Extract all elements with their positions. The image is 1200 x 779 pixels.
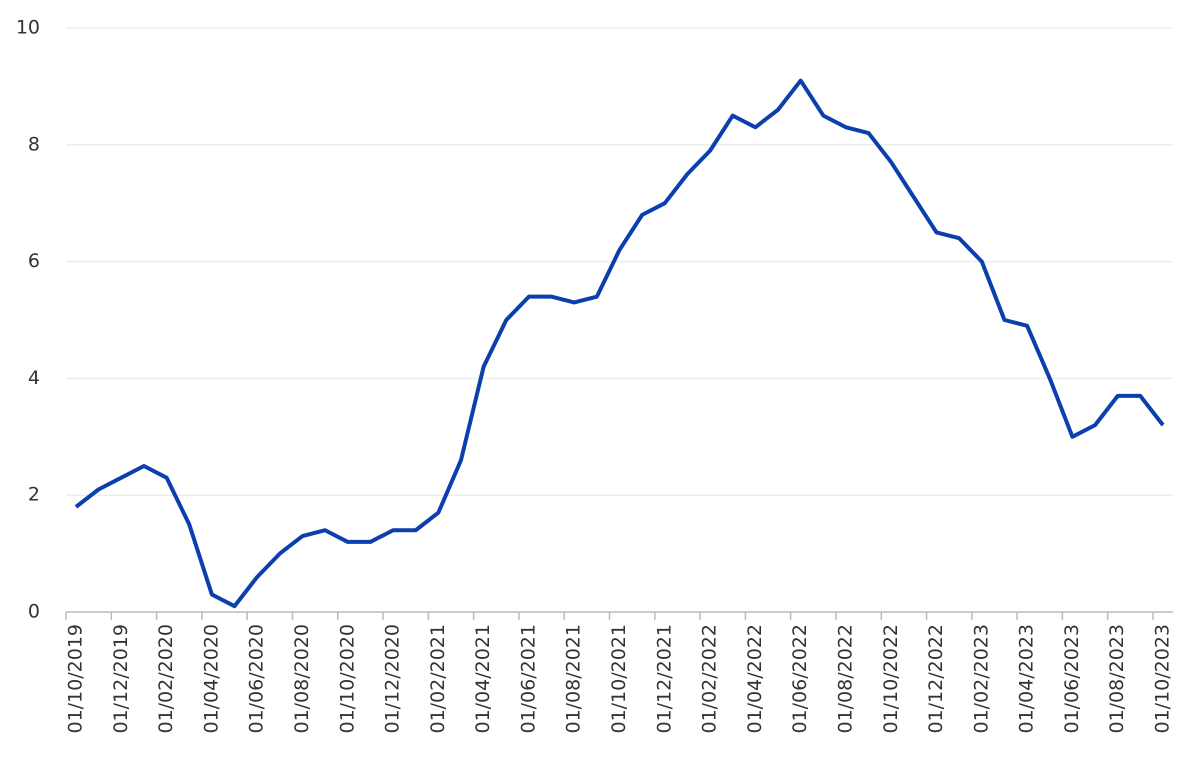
x-tick-label: 01/06/2021 [517, 624, 539, 734]
x-tick-label: 01/04/2020 [200, 624, 222, 734]
y-tick-label: 4 [28, 367, 40, 389]
x-tick-label: 01/06/2022 [789, 624, 811, 734]
x-tick-label: 01/06/2020 [246, 624, 268, 734]
y-tick-label: 2 [28, 484, 40, 506]
y-tick-label: 8 [28, 133, 40, 155]
x-tick-label: 01/08/2020 [291, 624, 313, 734]
x-tick-label: 01/10/2020 [336, 624, 358, 734]
x-tick-label: 01/10/2019 [65, 624, 87, 734]
x-tick-label: 01/02/2022 [699, 624, 721, 734]
x-tick-label: 01/08/2021 [563, 624, 585, 734]
x-tick-label: 01/04/2022 [744, 624, 766, 734]
x-tick-label: 01/02/2023 [970, 624, 992, 734]
x-tick-label: 01/02/2021 [427, 624, 449, 734]
x-tick-label: 01/12/2021 [653, 624, 675, 734]
x-tick-label: 01/12/2019 [110, 624, 132, 734]
y-tick-label: 6 [28, 250, 40, 272]
y-tick-label: 10 [16, 17, 40, 39]
x-tick-label: 01/08/2022 [834, 624, 856, 734]
x-tick-label: 01/04/2023 [1016, 624, 1038, 734]
x-tick-label: 01/08/2023 [1106, 624, 1128, 734]
data-line [74, 78, 1165, 609]
x-tick-label: 01/10/2022 [880, 624, 902, 734]
x-tick-label: 01/12/2022 [925, 624, 947, 734]
x-tick-label: 01/02/2020 [155, 624, 177, 734]
x-tick-label: 01/06/2023 [1061, 624, 1083, 734]
y-tick-label: 0 [28, 601, 40, 623]
x-tick-label: 01/04/2021 [472, 624, 494, 734]
x-tick-label: 01/10/2023 [1152, 624, 1174, 734]
x-tick-label: 01/12/2020 [382, 624, 404, 734]
x-tick-label: 01/10/2021 [608, 624, 630, 734]
